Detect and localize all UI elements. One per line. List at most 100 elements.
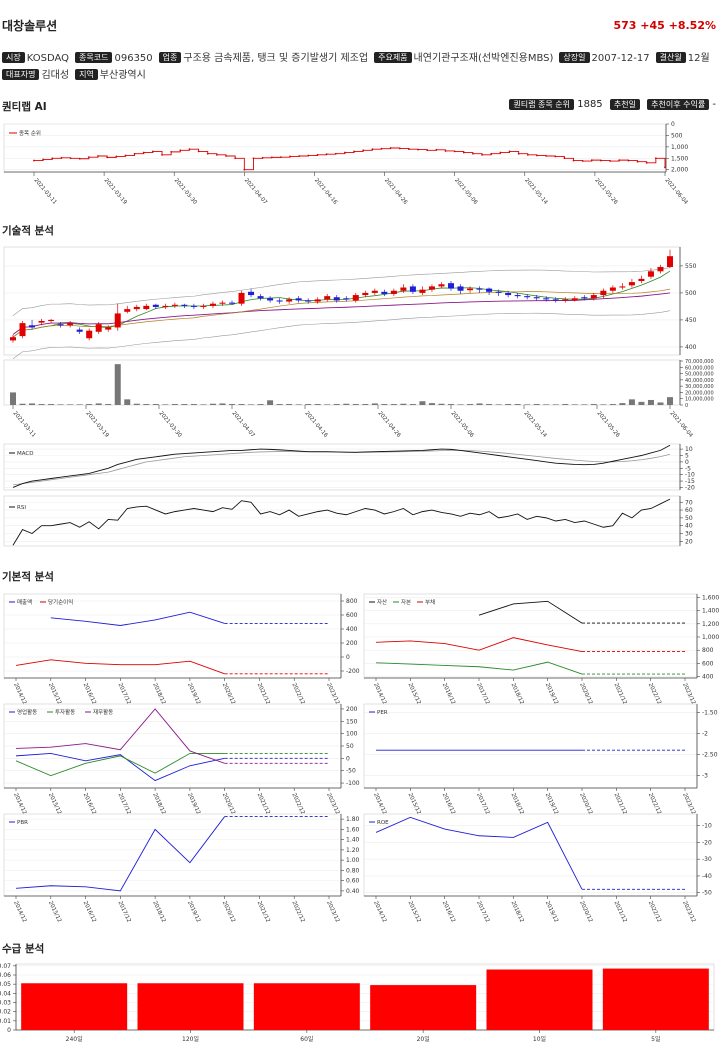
x-tick-label: 2020/12 bbox=[578, 682, 593, 705]
candle-body bbox=[619, 286, 626, 288]
y-tick-label: -5 bbox=[685, 465, 691, 472]
info-value: 부산광역시 bbox=[99, 70, 146, 81]
candle-body bbox=[409, 286, 416, 292]
candle-body bbox=[590, 295, 597, 299]
rank-point bbox=[115, 155, 118, 158]
rank-point bbox=[234, 157, 237, 160]
info-key: 결산월 bbox=[655, 52, 686, 63]
volume-bar bbox=[524, 404, 531, 405]
y-tick-label: 60,000,000 bbox=[685, 365, 714, 371]
y-tick-label: -10 bbox=[685, 472, 695, 479]
x-tick-label: 2014/12 bbox=[12, 900, 27, 923]
candle-body bbox=[638, 278, 645, 282]
volume-bar bbox=[200, 404, 207, 405]
x-tick-label: 2019/12 bbox=[186, 792, 201, 815]
volume-bar bbox=[86, 404, 93, 405]
volume-bar bbox=[505, 404, 512, 405]
x-tick-label: 2020/12 bbox=[221, 792, 236, 815]
info-value: 12월 bbox=[687, 53, 710, 64]
volume-bar bbox=[295, 404, 302, 405]
info-tag: 결산월 12월 bbox=[655, 51, 714, 66]
info-value: KOSDAQ bbox=[26, 53, 70, 64]
candle-body bbox=[381, 291, 388, 294]
y-tick-label: 0.06 bbox=[0, 972, 11, 979]
rank-point bbox=[106, 156, 109, 159]
candle-body bbox=[29, 325, 36, 328]
volume-bar bbox=[152, 404, 159, 405]
x-tick-label: 2018/12 bbox=[151, 900, 166, 923]
y-tick-label: 0.03 bbox=[0, 1000, 11, 1007]
candle-body bbox=[467, 288, 474, 291]
candle-body bbox=[333, 297, 340, 301]
volume-bar bbox=[647, 399, 654, 405]
rank-point bbox=[197, 150, 200, 153]
candle-body bbox=[514, 295, 521, 297]
y-tick-label: -1.50 bbox=[702, 709, 718, 716]
x-tick-label: 2023/12 bbox=[325, 682, 340, 705]
candle-body bbox=[600, 290, 607, 296]
volume-bar bbox=[581, 404, 588, 405]
volume-bar bbox=[48, 404, 55, 405]
plot-area bbox=[363, 703, 698, 789]
x-tick-label: 2021-05-06 bbox=[449, 410, 474, 439]
rank-point bbox=[225, 155, 227, 157]
x-tick-label: 2021-04-16 bbox=[303, 410, 328, 439]
candle-body bbox=[295, 298, 302, 301]
info-value: 내연기관구조재(선박엔진용MBS) bbox=[413, 53, 554, 64]
y-tick-label: 0 bbox=[346, 755, 350, 762]
rank-point bbox=[334, 152, 337, 155]
legend-label: 부채 bbox=[425, 598, 435, 606]
x-tick-label: 2021/12 bbox=[256, 900, 271, 923]
rank-point bbox=[42, 158, 45, 161]
y-tick-label: 400 bbox=[685, 344, 697, 351]
rank-point bbox=[581, 160, 584, 162]
x-tick-label: 2019/12 bbox=[186, 900, 201, 923]
supply-bar bbox=[602, 968, 709, 1030]
y-tick-label: -20 bbox=[702, 839, 712, 846]
candle-body bbox=[181, 304, 188, 306]
x-tick-label: 2021-04-26 bbox=[383, 177, 408, 206]
x-tick-label: 2015/12 bbox=[407, 682, 422, 705]
volume-bar bbox=[590, 404, 597, 405]
x-tick-label: 2021-04-26 bbox=[376, 410, 401, 439]
x-tick-label: 2018/12 bbox=[510, 682, 525, 705]
x-tick-label: 2021/12 bbox=[256, 682, 271, 705]
volume-bar bbox=[57, 404, 64, 405]
legend-label: 매출액 bbox=[17, 598, 32, 606]
ma20-line bbox=[12, 288, 671, 338]
section-title-fund: 기본적 분석 bbox=[2, 571, 54, 583]
rank-point bbox=[124, 154, 127, 157]
x-tick-label: 2017/12 bbox=[117, 792, 132, 815]
y-tick-label: 5 bbox=[685, 453, 689, 460]
plot-area bbox=[3, 123, 667, 173]
y-tick-label: 800 bbox=[702, 647, 714, 654]
rank-point bbox=[517, 152, 520, 155]
volume-bar bbox=[628, 399, 635, 405]
volume-bar bbox=[428, 403, 435, 405]
x-tick-label: 2014/12 bbox=[372, 682, 387, 705]
candle-body bbox=[390, 290, 397, 294]
x-tick-label: 2021/12 bbox=[613, 682, 628, 705]
x-tick-label: 2021-05-26 bbox=[595, 410, 620, 439]
y-tick-label: 60 bbox=[685, 507, 693, 514]
volume-bar bbox=[105, 404, 112, 405]
rank-point bbox=[645, 161, 648, 164]
volume-bar bbox=[467, 404, 474, 405]
rank-point bbox=[572, 159, 575, 162]
rank-point bbox=[252, 157, 255, 160]
section-title-quant: 퀀티랩 AI bbox=[2, 101, 47, 113]
y-tick-label: 0 bbox=[346, 654, 350, 661]
candle-body bbox=[124, 309, 131, 312]
legend-label: 종목 순위 bbox=[19, 129, 41, 137]
x-tick-label: 2020/12 bbox=[578, 900, 593, 923]
candle-body bbox=[219, 302, 226, 304]
info-tag: 시장 KOSDAQ bbox=[2, 51, 73, 66]
rank-point bbox=[133, 152, 136, 155]
y-tick-label: -15 bbox=[685, 478, 695, 485]
x-tick-label: 2021-06-04 bbox=[663, 177, 688, 206]
x-tick-label: 2022/12 bbox=[290, 682, 305, 705]
y-tick-label: 0.05 bbox=[0, 981, 11, 988]
rank-point bbox=[188, 148, 191, 151]
rank-point bbox=[444, 150, 447, 152]
x-tick-label: 2017/12 bbox=[117, 900, 132, 923]
